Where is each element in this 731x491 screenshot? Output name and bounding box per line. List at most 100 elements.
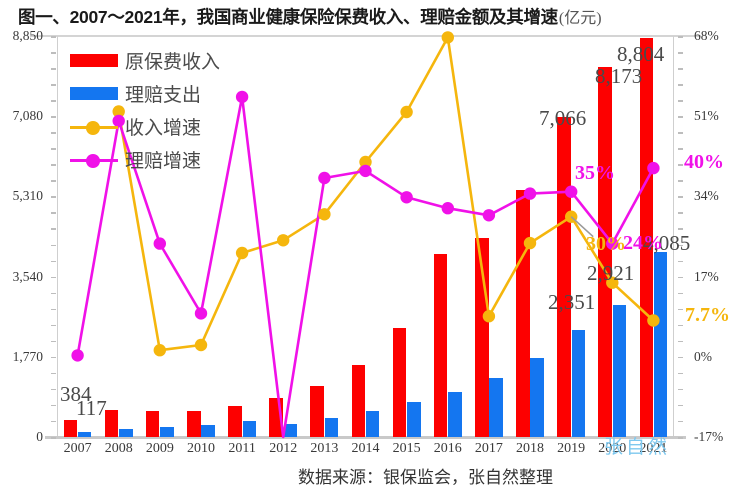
x-tick-label-2015: 2015 bbox=[392, 441, 421, 456]
bar-原保费收入-2013 bbox=[310, 386, 324, 437]
point-理赔增速-2019 bbox=[565, 185, 578, 198]
y-axis-tick bbox=[51, 356, 56, 359]
point-收入增速-2013 bbox=[318, 208, 331, 221]
bar-原保费收入-2007 bbox=[63, 419, 78, 437]
y2-axis-tick bbox=[678, 132, 683, 134]
source-note: 数据来源：银保监会，张自然整理 bbox=[298, 468, 553, 487]
plot-area bbox=[57, 36, 674, 437]
page-title: 图一、2007～2021年，我国商业健康保险保费收入、理赔金额及其增速 bbox=[18, 6, 558, 27]
x-tick-label-2011: 2011 bbox=[228, 441, 256, 456]
y-axis-tick bbox=[51, 276, 56, 279]
y-axis-tick bbox=[51, 212, 56, 214]
point-理赔增速-2021 bbox=[647, 161, 660, 175]
y-axis-tick bbox=[51, 404, 56, 407]
x-tick-label-2018: 2018 bbox=[516, 441, 545, 456]
label-claims-2007: 117 bbox=[76, 396, 107, 420]
label-claims-2021: 4,085 bbox=[643, 231, 691, 255]
y-tick-label: 5,310 bbox=[12, 188, 43, 204]
bar-原保费收入-2019 bbox=[557, 116, 571, 437]
y-axis-tick bbox=[51, 372, 56, 375]
legend-swatch-icon bbox=[70, 54, 118, 67]
y-axis-left: 0 1,770 3,540 5,310 7,080 8,850 bbox=[0, 0, 56, 491]
y2-axis-tick bbox=[678, 292, 683, 295]
bar-原保费收入-2008 bbox=[104, 410, 119, 437]
x-tick-label-2021: 2021 bbox=[639, 441, 668, 456]
y-axis-tick bbox=[51, 308, 56, 311]
y-axis-tick bbox=[51, 437, 56, 439]
point-收入增速-2014 bbox=[359, 155, 372, 169]
y2-tick-label: 68% bbox=[694, 28, 719, 43]
chart-legend: 原保费收入理赔支出收入增速理赔增速 bbox=[70, 44, 285, 176]
point-理赔增速-2007 bbox=[71, 349, 84, 362]
bar-理赔支出-2019 bbox=[571, 330, 586, 437]
point-理赔增速-2018 bbox=[523, 187, 537, 200]
y2-axis-tick bbox=[678, 36, 683, 38]
y-tick-label: 3,540 bbox=[12, 268, 43, 284]
point-收入增速-2009 bbox=[153, 344, 166, 357]
x-tick-label-2014: 2014 bbox=[351, 441, 380, 456]
x-tick-label-2010: 2010 bbox=[186, 441, 215, 456]
legend-line-icon bbox=[70, 120, 118, 135]
legend-label: 理赔支出 bbox=[125, 85, 202, 106]
x-tick-label-2020: 2020 bbox=[598, 441, 627, 456]
point-收入增速-2010 bbox=[194, 338, 208, 352]
y2-axis-tick bbox=[678, 276, 683, 279]
bar-理赔支出-2020 bbox=[612, 304, 627, 437]
x-axis-labels: 2007 2008 2009 2010 2011 2012 2013 2014 2015 2016… bbox=[57, 441, 674, 465]
y-axis-tick bbox=[51, 260, 56, 263]
bar-理赔支出-2014 bbox=[365, 411, 380, 437]
y2-axis-tick bbox=[678, 68, 683, 70]
legend-label: 理赔增速 bbox=[125, 151, 202, 172]
y-axis-tick bbox=[51, 116, 56, 118]
point-收入增速-2017 bbox=[482, 310, 496, 323]
y2-axis-tick bbox=[678, 228, 683, 230]
y2-tick-label: 51% bbox=[694, 108, 719, 124]
point-理赔增速-2010 bbox=[194, 307, 208, 320]
point-理赔增速-2016 bbox=[441, 202, 454, 215]
label-claims-growth-2020: 24% bbox=[623, 232, 663, 254]
x-tick-label-2019: 2019 bbox=[557, 441, 586, 456]
point-收入增速-2012 bbox=[277, 234, 290, 247]
y2-axis-tick bbox=[678, 100, 683, 102]
y2-axis-tick bbox=[678, 244, 683, 247]
legend-label: 收入增速 bbox=[125, 118, 202, 139]
y-tick-label: 0 bbox=[36, 429, 43, 444]
bar-理赔支出-2007 bbox=[77, 431, 92, 437]
point-理赔增速-2008 bbox=[112, 114, 125, 128]
y-axis-tick bbox=[51, 196, 56, 198]
y-axis-tick bbox=[51, 340, 56, 343]
y-axis-tick bbox=[51, 324, 56, 327]
y2-tick-label: 34% bbox=[694, 188, 719, 204]
top-rule bbox=[30, 35, 701, 37]
legend-item-0[interactable]: 原保费收入 bbox=[70, 44, 285, 77]
bar-理赔支出-2009 bbox=[160, 427, 174, 437]
y-axis-tick bbox=[51, 52, 56, 54]
y-tick-label: 8,850 bbox=[12, 28, 43, 43]
point-收入增速-2018 bbox=[523, 236, 537, 250]
label-claims-2019: 2,351 bbox=[548, 290, 596, 314]
y-axis-tick bbox=[51, 244, 56, 247]
y2-axis-tick bbox=[678, 148, 683, 150]
bar-原保费收入-2021 bbox=[639, 38, 654, 437]
label-income-growth-2021: 7.7% bbox=[685, 304, 730, 326]
label-premium-2020: 8,173 bbox=[595, 64, 643, 88]
y2-axis-tick bbox=[678, 340, 683, 343]
leader-line-income-growth-2019 bbox=[570, 216, 594, 238]
legend-item-3[interactable]: 理赔增速 bbox=[70, 143, 285, 176]
point-理赔增速-2013 bbox=[318, 171, 331, 185]
legend-item-2[interactable]: 收入增速 bbox=[70, 110, 285, 143]
y-axis-tick bbox=[51, 68, 56, 70]
bar-理赔支出-2017 bbox=[489, 378, 503, 437]
y-axis-tick bbox=[51, 84, 56, 86]
legend-item-1[interactable]: 理赔支出 bbox=[70, 77, 285, 110]
label-premium-2021: 8,804 bbox=[617, 42, 665, 66]
y-axis-tick bbox=[51, 148, 56, 150]
y2-axis-tick bbox=[678, 372, 683, 375]
point-收入增速-2016 bbox=[441, 31, 454, 44]
label-premium-2019: 7,066 bbox=[539, 106, 587, 130]
point-收入增速-2020 bbox=[606, 276, 619, 289]
x-tick-label-2008: 2008 bbox=[104, 441, 133, 456]
bar-理赔支出-2021 bbox=[653, 251, 668, 437]
